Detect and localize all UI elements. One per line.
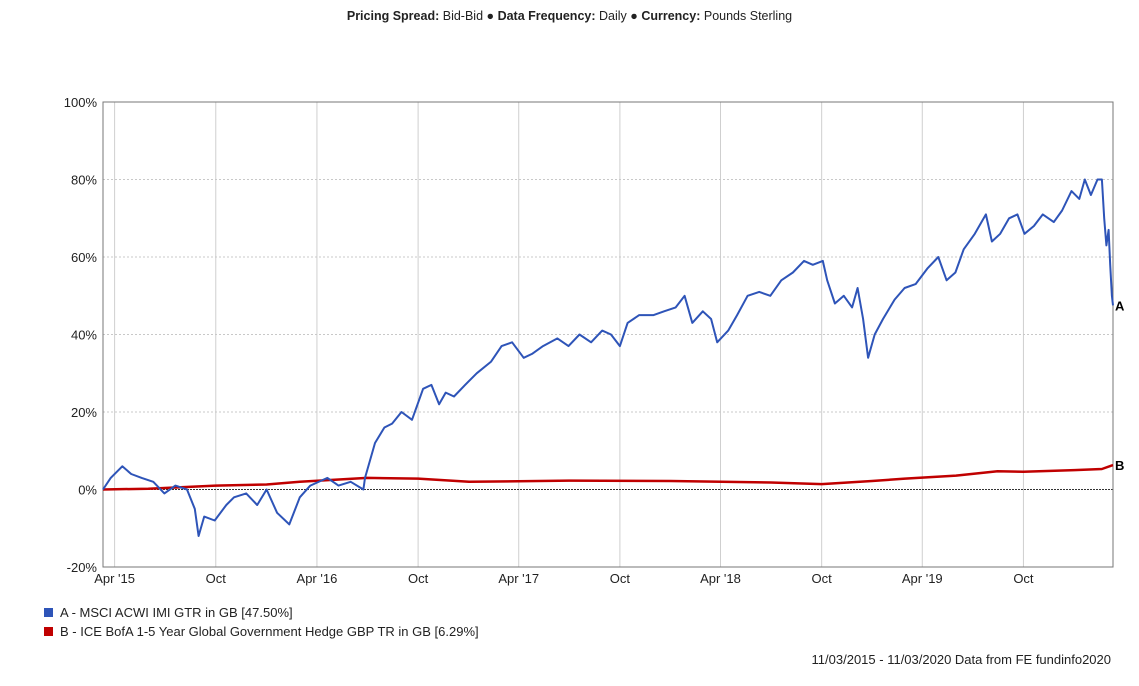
legend-swatch-b: [44, 627, 53, 636]
y-tick-label: 60%: [71, 250, 97, 265]
x-tick-label: Oct: [1013, 571, 1034, 586]
separator-dot: ●: [630, 9, 638, 23]
x-tick-label: Apr '17: [498, 571, 539, 586]
series-end-label-a: A: [1115, 298, 1125, 313]
x-tick-label: Oct: [610, 571, 631, 586]
chart-header: Pricing Spread: Bid-Bid ● Data Frequency…: [0, 9, 1139, 23]
legend-item-b[interactable]: B - ICE BofA 1-5 Year Global Government …: [44, 624, 479, 639]
y-tick-label: 20%: [71, 405, 97, 420]
legend-label-b: B - ICE BofA 1-5 Year Global Government …: [60, 624, 479, 639]
x-tick-label: Apr '18: [700, 571, 741, 586]
pricing-spread-value: Bid-Bid: [442, 9, 484, 23]
series-line-a: [102, 178, 1114, 537]
currency-key: Currency:: [641, 9, 701, 23]
legend-label-a: A - MSCI ACWI IMI GTR in GB [47.50%]: [60, 605, 293, 620]
y-axis-labels: 100% 80% 60% 40% 20% 0% -20%: [64, 95, 98, 575]
data-frequency-value: Daily: [599, 9, 627, 23]
x-tick-label: Oct: [812, 571, 833, 586]
y-tick-label: 0%: [78, 483, 97, 498]
separator-dot: ●: [486, 9, 495, 23]
legend-item-a[interactable]: A - MSCI ACWI IMI GTR in GB [47.50%]: [44, 605, 293, 620]
x-tick-label: Apr '15: [94, 571, 135, 586]
legend-swatch-a: [44, 608, 53, 617]
plot-frame: [102, 101, 1114, 568]
series-lines: [102, 178, 1114, 537]
x-tick-label: Apr '16: [297, 571, 338, 586]
data-source-note: 11/03/2015 - 11/03/2020 Data from FE fun…: [811, 652, 1111, 667]
series-end-labels: BA: [1115, 298, 1125, 473]
performance-chart: 100% 80% 60% 40% 20% 0% -20% Apr '15 Oct Apr '16…: [64, 95, 1125, 586]
y-tick-label: 100%: [64, 95, 98, 110]
y-tick-label: 40%: [71, 328, 97, 343]
horizontal-gridlines: [103, 179, 1113, 413]
x-tick-label: Oct: [206, 571, 227, 586]
data-frequency-key: Data Frequency:: [497, 9, 596, 23]
y-tick-label: 80%: [71, 173, 97, 188]
series-line-b: [102, 463, 1114, 491]
series-end-label-b: B: [1115, 458, 1124, 473]
x-axis-labels: Apr '15 Oct Apr '16 Oct Apr '17 Oct Apr '18 Oct…: [94, 571, 1034, 586]
pricing-spread-key: Pricing Spread:: [346, 9, 440, 23]
currency-value: Pounds Sterling: [703, 9, 793, 23]
y-tick-label: -20%: [67, 560, 98, 575]
x-tick-label: Apr '19: [902, 571, 943, 586]
x-tick-label: Oct: [408, 571, 429, 586]
